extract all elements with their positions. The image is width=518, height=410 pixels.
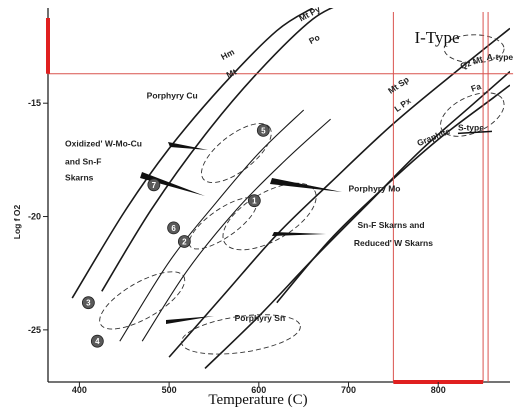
- annotations: Hm Mt Mt Py Po Porphyry Cu Oxidized' W-Mo-Cu a…: [65, 4, 513, 323]
- annotation-5: Porphyry Cu: [147, 91, 198, 101]
- point-marker-4: [90, 334, 104, 348]
- annotation-14: L Px: [392, 95, 413, 114]
- point-marker-3: [81, 296, 95, 310]
- buffer-curve-hm-mt: [71, 8, 314, 299]
- y-tick-label--15: -15: [28, 98, 41, 108]
- buffer-curve-mt-sp: [168, 27, 510, 358]
- point-label-3: 3: [86, 299, 91, 308]
- leader-arrow-4: [272, 232, 326, 236]
- deposit-field-outline-1: [201, 123, 272, 184]
- annotation-3: Mt Py: [297, 4, 322, 24]
- point-label-5: 5: [261, 126, 266, 135]
- overlay-left-bar: [46, 18, 50, 74]
- buffer-curve-inner-2: [141, 118, 331, 342]
- annotation-1: Hm: [219, 46, 236, 61]
- point-marker-5: [256, 123, 270, 137]
- buffer-curves: [71, 8, 510, 369]
- annotation-2: Mt: [225, 66, 239, 80]
- annotation-13: Mt Sp: [386, 74, 411, 95]
- axes-frame: [47, 8, 510, 383]
- s-type-underline: [457, 130, 493, 135]
- point-label-1: 1: [252, 197, 257, 206]
- annotation-18: S-type: [458, 122, 484, 132]
- point-4: 4: [90, 334, 104, 348]
- i-type-overlay: [46, 12, 514, 384]
- leader-arrow-3: [270, 178, 342, 192]
- y-tick-label--25: -25: [28, 325, 41, 335]
- point-label-2: 2: [182, 237, 187, 246]
- annotation-7: and Sn-F: [65, 156, 101, 166]
- numbered-points: 1 2 3 4 5 6 7: [81, 123, 270, 348]
- point-5: 5: [256, 123, 270, 137]
- leader-arrows: [140, 142, 342, 324]
- leader-arrow-2: [140, 172, 205, 196]
- x-tick-label-700: 700: [341, 385, 356, 395]
- point-2: 2: [177, 235, 191, 248]
- x-tick-label-400: 400: [72, 385, 87, 395]
- deposit-field-outline-4: [99, 271, 186, 330]
- y-axis-label: Log f O2: [12, 205, 22, 240]
- annotation-9: Porphyry Mo: [349, 184, 401, 194]
- buffer-curve-qz-mt-fa: [204, 70, 510, 369]
- leader-arrow-1: [168, 142, 208, 150]
- annotation-15: Qz Mt: [459, 54, 484, 71]
- y-tick-label--20: -20: [28, 212, 41, 222]
- annotation-6: Oxidized' W-Mo-Cu: [65, 138, 142, 148]
- point-marker-7: [147, 178, 161, 192]
- annotation-16: Fa: [470, 81, 483, 94]
- annotation-17: A-type: [487, 52, 514, 62]
- point-6: 6: [167, 221, 180, 235]
- x-axis-label: Temperature (C): [208, 392, 307, 408]
- annotation-19: Graphite: [416, 126, 452, 148]
- annotation-11: Reduced' W Skarns: [354, 238, 433, 248]
- point-label-7: 7: [152, 181, 157, 190]
- axis-ticks: 400 500 600 700 800 -15 -20 -25: [28, 98, 446, 395]
- buffer-curve-inner-1: [119, 109, 305, 342]
- annotation-8: Skarns: [65, 172, 94, 182]
- deposit-field-outline-7: [443, 34, 505, 64]
- annotation-4: Po: [307, 32, 321, 46]
- deposit-field-outline-6: [440, 92, 505, 137]
- point-label-4: 4: [95, 337, 100, 346]
- buffer-curve-mt-py-po: [101, 8, 334, 292]
- point-marker-6: [167, 221, 180, 235]
- x-tick-label-600: 600: [251, 385, 266, 395]
- deposit-field-outline-5: [180, 314, 301, 355]
- point-3: 3: [81, 296, 95, 310]
- x-tick-label-500: 500: [162, 385, 177, 395]
- point-1: 1: [247, 194, 261, 208]
- i-type-label: I-Type: [414, 28, 459, 47]
- point-marker-2: [177, 235, 191, 248]
- x-tick-label-800: 800: [431, 385, 446, 395]
- deposit-fields: [99, 34, 505, 355]
- annotation-12: Porphyry Sn: [235, 313, 286, 323]
- point-7: 7: [147, 178, 161, 192]
- annotation-10: Sn-F Skarns and: [357, 220, 424, 230]
- point-marker-1: [247, 194, 261, 208]
- buffer-curve-graphite: [276, 84, 510, 304]
- point-label-6: 6: [171, 224, 176, 233]
- leader-arrow-5: [166, 316, 214, 324]
